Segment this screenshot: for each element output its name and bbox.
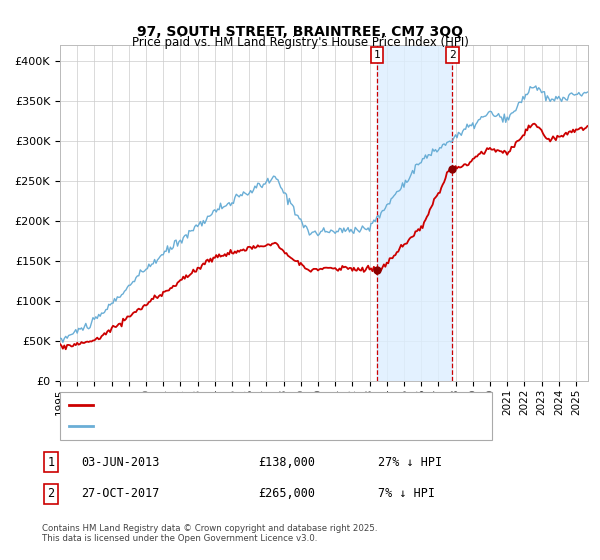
Text: 97, SOUTH STREET, BRAINTREE, CM7 3QQ: 97, SOUTH STREET, BRAINTREE, CM7 3QQ [137,25,463,39]
Bar [377,45,452,381]
Text: Contains HM Land Registry data © Crown copyright and database right 2025.
This d: Contains HM Land Registry data © Crown c… [42,524,377,543]
Text: 1: 1 [373,50,380,60]
Text: 27-OCT-2017: 27-OCT-2017 [81,487,160,501]
Text: HPI: Average price, semi-detached house, Braintree: HPI: Average price, semi-detached house,… [97,421,355,431]
Text: 97, SOUTH STREET, BRAINTREE, CM7 3QQ (semi-detached house): 97, SOUTH STREET, BRAINTREE, CM7 3QQ (se… [97,400,425,410]
Text: 03-JUN-2013: 03-JUN-2013 [81,455,160,469]
Text: 27% ↓ HPI: 27% ↓ HPI [378,455,442,469]
Text: Price paid vs. HM Land Registry's House Price Index (HPI): Price paid vs. HM Land Registry's House … [131,36,469,49]
Text: 2: 2 [47,487,55,501]
Text: 1: 1 [47,455,55,469]
Text: £265,000: £265,000 [258,487,315,501]
Text: 7% ↓ HPI: 7% ↓ HPI [378,487,435,501]
Text: 2: 2 [449,50,456,60]
Text: £138,000: £138,000 [258,455,315,469]
